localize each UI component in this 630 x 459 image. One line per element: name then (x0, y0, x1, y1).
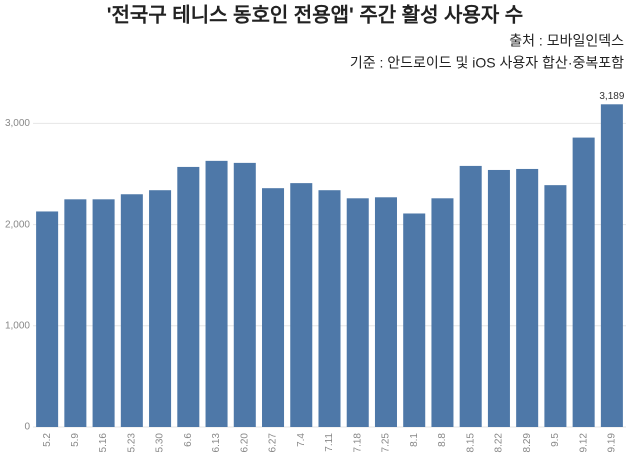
x-tick-label: 7.25 (381, 433, 392, 453)
x-tick-label: 5.2 (42, 433, 53, 447)
y-tick-label: 0 (24, 422, 30, 433)
x-tick-label: 7.4 (296, 433, 307, 447)
x-tick-label: 5.9 (70, 433, 81, 447)
bar (290, 183, 313, 427)
x-tick-label: 8.8 (437, 433, 448, 447)
x-tick-label: 9.5 (550, 433, 561, 447)
x-tick-label: 9.19 (607, 433, 618, 453)
source: 출처 : 모바일인덱스 (509, 33, 624, 49)
bar (318, 190, 341, 427)
bar (64, 199, 87, 427)
bar (233, 162, 256, 427)
x-tick-label: 8.29 (522, 433, 533, 453)
bar (36, 211, 59, 427)
y-tick-label: 3,000 (5, 118, 30, 129)
x-tick-label: 7.11 (324, 433, 335, 452)
bar (544, 185, 567, 427)
chart-title: '전국구 테니스 동호인 전용앱' 주간 활성 사용자 수 (107, 3, 523, 26)
bar (431, 198, 454, 427)
x-tick-label: 6.27 (268, 433, 279, 453)
bar (346, 198, 369, 427)
bar (374, 197, 397, 427)
bar (572, 137, 595, 427)
x-tick-label: 8.22 (494, 433, 505, 453)
value-label: 3,189 (599, 91, 624, 102)
bar (262, 188, 285, 427)
bar (487, 169, 510, 427)
x-tick-label: 6.6 (183, 433, 194, 447)
bar (516, 168, 539, 427)
bar (205, 160, 228, 428)
bar (459, 165, 482, 427)
bar (92, 199, 115, 427)
x-tick-label: 5.23 (126, 433, 137, 453)
x-tick-label: 8.1 (409, 433, 420, 447)
x-tick-label: 6.13 (211, 433, 222, 453)
x-tick-label: 5.16 (98, 433, 109, 453)
bar (600, 104, 623, 427)
y-tick-label: 2,000 (5, 219, 30, 230)
bar (120, 194, 143, 427)
note: 기준 : 안드로이드 및 iOS 사용자 합산·중복포함 (350, 55, 624, 71)
x-tick-label: 5.30 (155, 433, 166, 453)
x-tick-label: 9.12 (578, 433, 589, 453)
x-tick-label: 8.15 (465, 433, 476, 453)
bar (177, 166, 200, 428)
y-tick-label: 1,000 (5, 320, 30, 331)
bar (403, 213, 426, 427)
x-tick-label: 6.20 (239, 433, 250, 453)
x-tick-label: 7.18 (352, 433, 363, 453)
bar (149, 190, 172, 427)
